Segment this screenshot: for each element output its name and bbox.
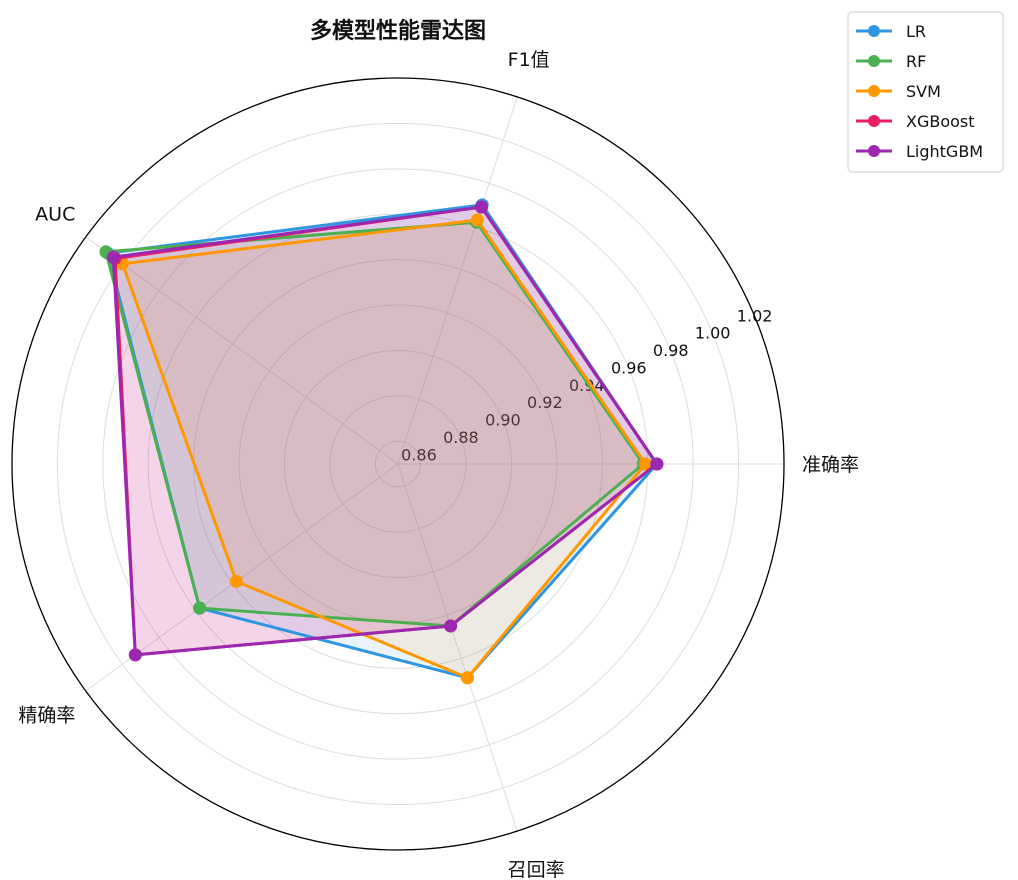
- axis-label: 召回率: [508, 859, 565, 880]
- data-point: [460, 671, 474, 685]
- spoke-line: [397, 96, 518, 465]
- legend-label: RF: [906, 52, 926, 71]
- data-point: [444, 619, 458, 633]
- series-area: [122, 220, 646, 678]
- legend-label: LR: [906, 22, 926, 41]
- legend-marker: [868, 115, 880, 127]
- legend-label: LightGBM: [906, 142, 983, 161]
- data-point: [650, 457, 664, 471]
- axis-label: 准确率: [802, 454, 859, 476]
- r-tick-label: 0.96: [611, 358, 647, 377]
- series-area: [115, 207, 657, 655]
- axis-label: AUC: [35, 204, 75, 226]
- chart-title: 多模型性能雷达图: [310, 18, 486, 44]
- legend-label: SVM: [906, 82, 941, 101]
- outer-frame: [11, 77, 785, 851]
- axis-label: F1值: [508, 49, 550, 71]
- legend-marker: [868, 25, 880, 37]
- data-point: [638, 457, 652, 471]
- r-tick-label: 1.00: [695, 324, 731, 343]
- series-line: [121, 218, 647, 680]
- legend-label: XGBoost: [906, 112, 975, 131]
- series-area: [107, 204, 657, 678]
- legend: LR RF SVM XGBoost LightGBM: [847, 11, 1004, 173]
- series-layer: [99, 198, 664, 685]
- legend-marker: [868, 145, 880, 157]
- series-area: [113, 207, 657, 655]
- r-tick-label: 0.92: [527, 393, 563, 412]
- axis-label: 精确率: [18, 704, 75, 726]
- data-point: [106, 250, 120, 264]
- r-tick-label: 0.90: [485, 411, 521, 430]
- data-point: [229, 574, 243, 588]
- spoke-line: [397, 463, 518, 832]
- series-area: [105, 222, 644, 626]
- series-line: [111, 205, 659, 657]
- data-point: [128, 648, 142, 662]
- r-tick-label: 0.88: [443, 428, 479, 447]
- legend-marker: [868, 85, 880, 97]
- data-point: [193, 601, 207, 615]
- data-point: [474, 200, 488, 214]
- r-tick-label: 0.86: [401, 445, 437, 464]
- legend-marker: [868, 55, 880, 67]
- r-tick-label: 1.02: [737, 306, 773, 325]
- data-point: [470, 213, 484, 227]
- spoke-line: [85, 236, 399, 465]
- legend-box: [847, 11, 1004, 173]
- r-tick-label: 0.98: [653, 341, 689, 360]
